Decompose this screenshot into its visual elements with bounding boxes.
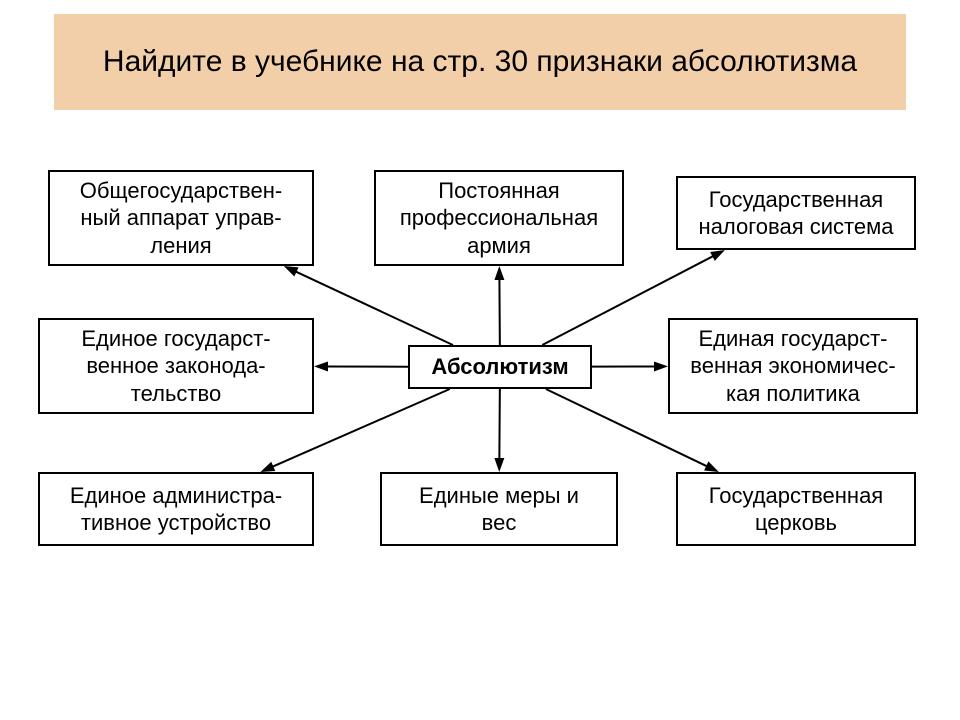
outer-node-mid-left: Единое государст- венное законода- тельс… xyxy=(38,318,314,414)
outer-node-bot-right: Государственная церковь xyxy=(676,472,916,546)
center-node: Абсолютизм xyxy=(408,345,592,389)
outer-label-bot-left: Единое администра- тивное устройство xyxy=(70,482,282,537)
outer-node-bot-left: Единое администра- тивное устройство xyxy=(38,472,314,546)
outer-label-top-mid: Постоянная профессиональная армия xyxy=(400,177,598,260)
title-banner: Найдите в учебнике на стр. 30 признаки а… xyxy=(54,14,906,110)
outer-label-top-left: Общегосударствен- ный аппарат управ- лен… xyxy=(80,177,282,260)
outer-label-mid-left: Единое государст- венное законода- тельс… xyxy=(81,325,270,408)
page-title: Найдите в учебнике на стр. 30 признаки а… xyxy=(103,43,857,81)
outer-node-top-mid: Постоянная профессиональная армия xyxy=(374,170,624,266)
diagram-area: Абсолютизм Общегосударствен- ный аппарат… xyxy=(38,160,922,590)
center-label: Абсолютизм xyxy=(431,353,568,381)
outer-node-mid-right: Единая государст- венная экономичес- кая… xyxy=(668,318,918,414)
outer-label-bot-right: Государственная церковь xyxy=(709,482,883,537)
outer-label-mid-right: Единая государст- венная экономичес- кая… xyxy=(690,325,895,408)
outer-node-bot-mid: Единые меры и вес xyxy=(380,472,618,546)
outer-label-top-right: Государственная налоговая система xyxy=(699,186,894,241)
outer-node-top-left: Общегосударствен- ный аппарат управ- лен… xyxy=(48,170,314,266)
outer-label-bot-mid: Единые меры и вес xyxy=(419,482,579,537)
outer-node-top-right: Государственная налоговая система xyxy=(676,176,916,250)
